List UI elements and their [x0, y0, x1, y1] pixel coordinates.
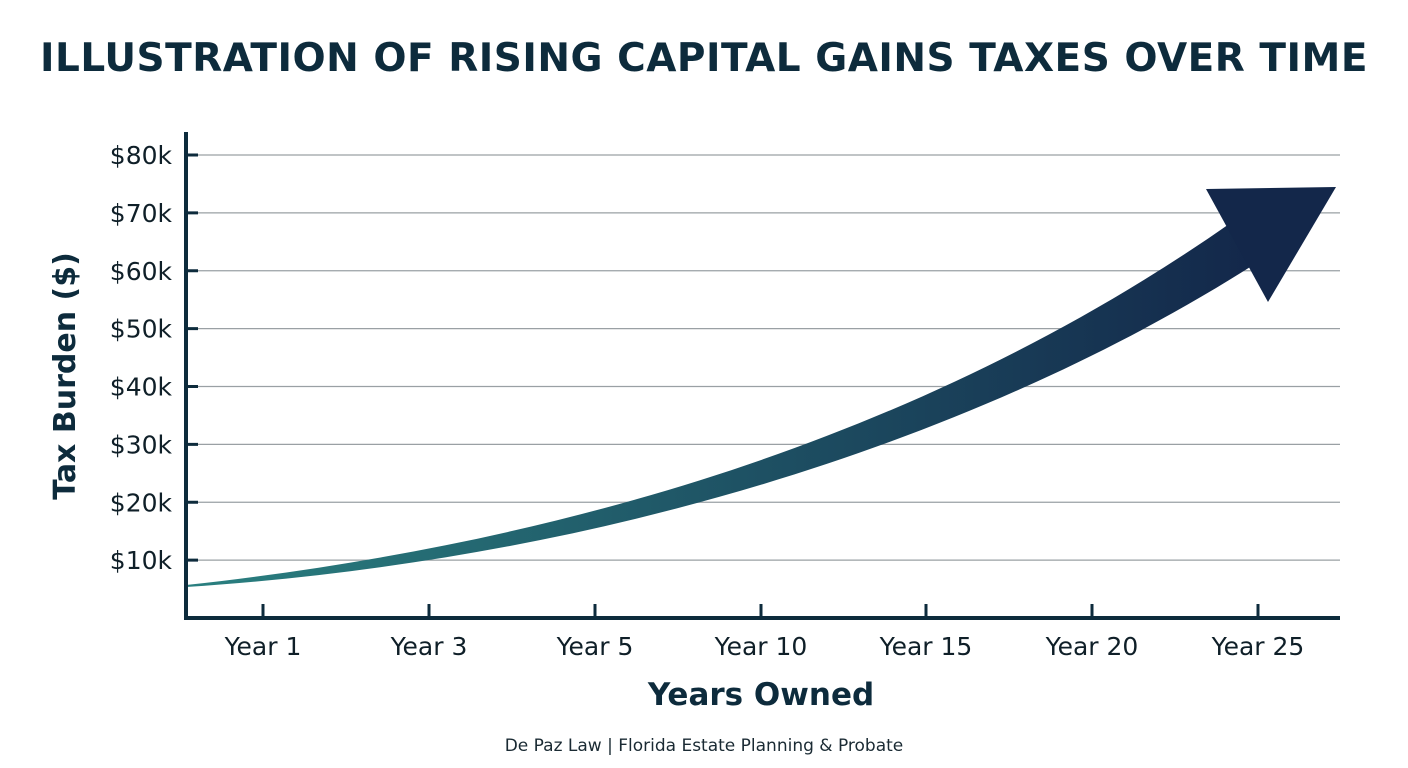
- x-tick-label: Year 15: [879, 632, 973, 661]
- x-tick-label: Year 20: [1045, 632, 1139, 661]
- y-tick-label: $70k: [110, 199, 173, 228]
- y-tick-label: $20k: [110, 488, 173, 517]
- y-tick-labels: $10k $20k $30k $40k $50k $60k $70k $80k: [110, 141, 173, 575]
- chart-title: ILLUSTRATION OF RISING CAPITAL GAINS TAX…: [40, 36, 1368, 81]
- y-tick-label: $60k: [110, 257, 173, 286]
- x-tick-labels: Year 1 Year 3 Year 5 Year 10 Year 15 Year 20 Y…: [224, 632, 1305, 661]
- y-tick-label: $50k: [110, 315, 173, 344]
- y-tick-label: $80k: [110, 141, 173, 170]
- arrow-head: [1206, 187, 1336, 302]
- y-tick-label: $30k: [110, 430, 173, 459]
- y-axis-label: Tax Burden ($): [48, 252, 83, 500]
- x-tick-label: Year 10: [714, 632, 808, 661]
- arrow-body: [186, 222, 1258, 587]
- x-tick-label: Year 3: [390, 632, 468, 661]
- x-axis-label: Years Owned: [647, 677, 874, 713]
- axes: [184, 132, 1340, 620]
- grid-lines: [186, 154, 1340, 561]
- x-tick-label: Year 5: [556, 632, 634, 661]
- x-tick-label: Year 25: [1211, 632, 1305, 661]
- y-tick-label: $40k: [110, 373, 173, 402]
- footer-credit: De Paz Law | Florida Estate Planning & P…: [504, 736, 904, 756]
- y-tick-label: $10k: [110, 546, 173, 575]
- x-tick-label: Year 1: [224, 632, 302, 661]
- trend-arrow: [186, 187, 1336, 587]
